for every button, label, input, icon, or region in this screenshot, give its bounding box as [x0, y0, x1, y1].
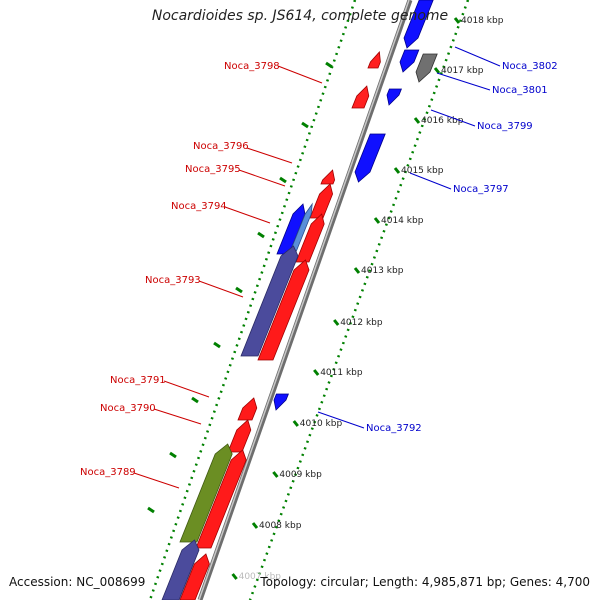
ruler-tick-label: 4007 kbp	[239, 572, 282, 582]
ruler-tick-mark	[433, 67, 441, 74]
gene-noca-3799-shape	[354, 133, 386, 183]
gene-label-noca-3796[interactable]: Noca_3796	[193, 141, 249, 152]
genome-backbone	[197, 0, 413, 600]
left-tick-mark	[325, 61, 333, 69]
left-tick-mark	[147, 506, 155, 514]
ruler-tick-label: 4011 kbp	[320, 368, 363, 378]
left-tick-mark	[213, 341, 221, 349]
leader-line	[317, 411, 365, 429]
gene-features	[161, 0, 438, 600]
leader-line	[430, 109, 476, 127]
left-tick-mark	[235, 286, 243, 294]
ruler-tick-label: 4018 kbp	[461, 16, 504, 26]
gene-label-noca-3789[interactable]: Noca_3789	[80, 467, 136, 478]
gene-noca-3792-shape	[273, 393, 289, 411]
ruler-tick-mark	[313, 369, 320, 376]
ruler-tick-label: 4015 kbp	[401, 166, 444, 176]
ruler-tick-label: 4017 kbp	[441, 66, 484, 76]
leader-line	[454, 46, 501, 67]
ruler-tick-mark	[292, 420, 299, 427]
gene-noca-3795-shape	[320, 169, 336, 185]
left-tick-mark	[169, 451, 177, 459]
backbone-line	[197, 0, 413, 600]
gene-noca-3796-shape	[367, 51, 381, 69]
gene-noca-3794-shape	[309, 183, 334, 219]
ruler-ticks: 4018 kbp 4017 kbp 4016 kbp 4015 kbp 4014 kbp…	[147, 16, 504, 582]
ruler-tick-label: 4012 kbp	[340, 318, 383, 328]
gene-label-noca-3798[interactable]: Noca_3798	[224, 61, 280, 72]
leader-line	[198, 280, 244, 298]
ruler-dotted-lines	[148, 0, 470, 600]
gene-noca-3791-shape	[237, 397, 258, 421]
map-title: Nocardioides sp. JS614, complete genome	[151, 8, 449, 24]
left-tick-mark	[191, 396, 199, 404]
gene-noca-3790-shape	[227, 419, 252, 453]
leader-line	[163, 380, 210, 398]
gene-label-noca-3797[interactable]: Noca_3797	[453, 184, 509, 195]
ruler-tick-mark	[333, 319, 340, 326]
ruler-tick-mark	[373, 217, 381, 224]
gene-label-noca-3791[interactable]: Noca_3791	[110, 375, 166, 386]
leader-line	[436, 72, 491, 91]
gene-labels: Noca_3798 Noca_3796 Noca_3795 Noca_3794 Noca…	[80, 61, 558, 478]
ruler-tick-label: 4014 kbp	[381, 216, 424, 226]
leader-line	[224, 206, 271, 224]
gene-bottom-red-shape	[179, 553, 210, 600]
gene-noca-3801-shape	[386, 88, 402, 106]
leader-line	[238, 169, 286, 187]
gene-label-noca-3790[interactable]: Noca_3790	[100, 403, 156, 414]
leader-line	[409, 172, 452, 190]
gene-noca-3793-shape	[257, 259, 310, 361]
gene-noca-3802-shape	[399, 49, 420, 73]
gene-noca-3793-purple-shape	[240, 245, 299, 357]
ruler-tick-mark	[413, 117, 421, 124]
right-dotted-line	[248, 0, 470, 600]
ruler-tick-label: 4009 kbp	[279, 470, 322, 480]
ruler-tick-mark	[272, 471, 279, 478]
label-leader-lines	[133, 46, 501, 489]
left-tick-mark	[301, 121, 309, 129]
leader-line	[246, 147, 293, 164]
gene-noca-3798-shape	[351, 85, 370, 109]
gene-label-noca-3793[interactable]: Noca_3793	[145, 275, 201, 286]
gene-top-blue-shape	[403, 0, 434, 49]
gene-bottom-purple-shape	[161, 539, 200, 600]
gene-noca-3789-shape	[195, 449, 247, 549]
gene-label-noca-3795[interactable]: Noca_3795	[185, 164, 241, 175]
ruler-tick-mark	[393, 167, 401, 174]
gene-label-noca-3794[interactable]: Noca_3794	[171, 201, 227, 212]
leader-line	[277, 65, 323, 84]
gene-label-noca-3802[interactable]: Noca_3802	[502, 61, 558, 72]
left-tick-mark	[279, 176, 287, 184]
ruler-tick-label: 4013 kbp	[361, 266, 404, 276]
gene-noca-3793a-shape	[295, 213, 325, 263]
leader-line	[153, 408, 202, 425]
gene-noca-3801-gray-shape	[415, 53, 438, 83]
leader-line	[133, 472, 180, 489]
left-tick-mark	[257, 231, 265, 239]
left-dotted-line	[148, 0, 357, 600]
ruler-tick-mark	[231, 573, 238, 580]
gene-label-noca-3801[interactable]: Noca_3801	[492, 85, 548, 96]
ruler-tick-label: 4008 kbp	[259, 521, 302, 531]
backbone-highlight	[198, 0, 410, 600]
ruler-tick-mark	[453, 17, 461, 24]
accession-text: Accession: NC_008699	[9, 575, 146, 589]
gene-label-noca-3799[interactable]: Noca_3799	[477, 121, 533, 132]
ruler-tick-label: 4016 kbp	[421, 116, 464, 126]
ruler-tick-mark	[251, 522, 259, 529]
gene-label-noca-3792[interactable]: Noca_3792	[366, 423, 422, 434]
ruler-tick-mark	[353, 267, 361, 274]
ruler-tick-label: 4010 kbp	[300, 419, 343, 429]
genome-summary-text: Topology: circular; Length: 4,985,871 bp…	[260, 575, 590, 589]
